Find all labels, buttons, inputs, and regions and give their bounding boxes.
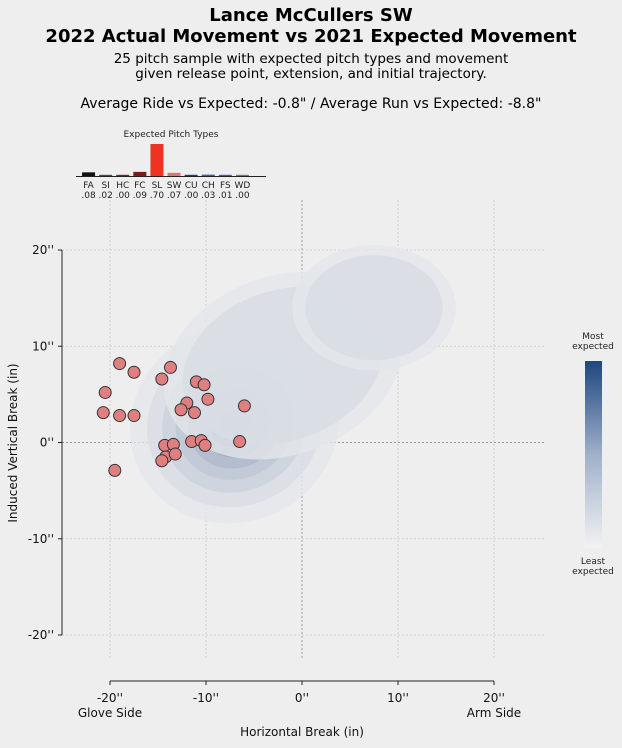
pitch-point bbox=[233, 435, 247, 449]
pitch-point bbox=[187, 406, 201, 420]
axes: 20'' 10'' 0'' -10'' -20'' -20'' -10'' 0'' 10'' 20… bbox=[6, 243, 521, 739]
inset-category-label: SI bbox=[101, 181, 109, 191]
inset-bar-wd bbox=[235, 174, 249, 176]
inset-bar-cu bbox=[184, 174, 198, 176]
inset-category-label: CU bbox=[185, 181, 198, 191]
x-tick-label: 10'' bbox=[387, 691, 409, 705]
inset-bar-fc bbox=[133, 171, 147, 176]
expected-density-contours bbox=[130, 245, 456, 524]
pitch-point bbox=[155, 372, 169, 386]
colorbar bbox=[585, 361, 602, 548]
inset-category-label: SW bbox=[167, 181, 182, 191]
chart-title-line1: Lance McCullers SW bbox=[209, 5, 413, 26]
inset-value-label: .08 bbox=[81, 191, 96, 201]
colorbar-top-label: expected bbox=[572, 342, 614, 352]
pitch-point bbox=[127, 365, 141, 379]
x-tick-label: -20'' bbox=[97, 691, 123, 705]
colorbar-bottom-label: expected bbox=[572, 567, 614, 577]
inset-bar-fs bbox=[218, 174, 232, 176]
pitch-point bbox=[174, 403, 188, 417]
pitch-point bbox=[108, 463, 122, 477]
pitch-point bbox=[155, 454, 169, 468]
actual-pitch-points bbox=[96, 357, 251, 477]
average-difference-text: Average Ride vs Expected: -0.8" / Averag… bbox=[80, 96, 542, 112]
y-tick-label: 10'' bbox=[32, 339, 54, 353]
inset-bar-sw bbox=[167, 172, 181, 176]
inset-value-label: .00 bbox=[184, 191, 199, 201]
inset-category-label: FS bbox=[220, 181, 231, 191]
pitch-point bbox=[198, 438, 212, 452]
pitch-point bbox=[98, 385, 112, 399]
pitch-point bbox=[113, 357, 127, 371]
inset-value-label: .00 bbox=[235, 191, 250, 201]
inset-category-label: CH bbox=[202, 181, 215, 191]
subtitle-line1: 25 pitch sample with expected pitch type… bbox=[113, 51, 509, 67]
y-tick-label: 0'' bbox=[40, 436, 54, 450]
pitch-point bbox=[96, 406, 110, 420]
y-tick-label: 20'' bbox=[32, 243, 54, 257]
x-tick-label: -10'' bbox=[193, 691, 219, 705]
pitch-point bbox=[197, 378, 211, 392]
inset-bar-si bbox=[99, 174, 113, 176]
pitch-point bbox=[201, 392, 215, 406]
subtitle-line2: given release point, extension, and init… bbox=[135, 66, 487, 82]
colorbar-top-label: Most bbox=[582, 332, 604, 342]
glove-side-label: Glove Side bbox=[78, 706, 142, 720]
inset-bar-hc bbox=[116, 174, 130, 176]
inset-bar-sl bbox=[150, 144, 164, 176]
pitch-point bbox=[113, 409, 127, 423]
pitch-point bbox=[127, 409, 141, 423]
chart-title-line2: 2022 Actual Movement vs 2021 Expected Mo… bbox=[45, 26, 577, 47]
colorbar-bottom-label: Least bbox=[581, 557, 606, 567]
inset-value-label: .70 bbox=[150, 191, 165, 201]
inset-category-label: SL bbox=[152, 181, 163, 191]
inset-value-label: .01 bbox=[218, 191, 232, 201]
pitch-point bbox=[168, 447, 182, 461]
inset-value-label: .09 bbox=[133, 191, 148, 201]
inset-bar-ch bbox=[201, 174, 215, 176]
inset-bar-fa bbox=[82, 172, 96, 176]
inset-category-label: FA bbox=[83, 181, 94, 191]
inset-value-label: .02 bbox=[98, 191, 112, 201]
y-axis-label: Induced Vertical Break (in) bbox=[6, 363, 20, 522]
inset-value-label: .03 bbox=[201, 191, 215, 201]
inset-category-label: WD bbox=[235, 181, 251, 191]
density-contour bbox=[305, 255, 443, 361]
inset-value-label: .00 bbox=[116, 191, 131, 201]
inset-title: Expected Pitch Types bbox=[124, 130, 219, 140]
expected-pitch-types-inset: Expected Pitch TypesFA.08SI.02HC.00FC.09… bbox=[76, 130, 266, 201]
pitch-point bbox=[163, 360, 177, 374]
arm-side-label: Arm Side bbox=[467, 706, 521, 720]
x-tick-label: 0'' bbox=[295, 691, 309, 705]
inset-value-label: .07 bbox=[167, 191, 181, 201]
y-tick-label: -10'' bbox=[28, 532, 54, 546]
x-axis-label: Horizontal Break (in) bbox=[240, 725, 364, 739]
y-tick-label: -20'' bbox=[28, 628, 54, 642]
pitch-point bbox=[237, 399, 251, 413]
inset-category-label: HC bbox=[116, 181, 129, 191]
inset-category-label: FC bbox=[134, 181, 145, 191]
x-tick-label: 20'' bbox=[483, 691, 505, 705]
